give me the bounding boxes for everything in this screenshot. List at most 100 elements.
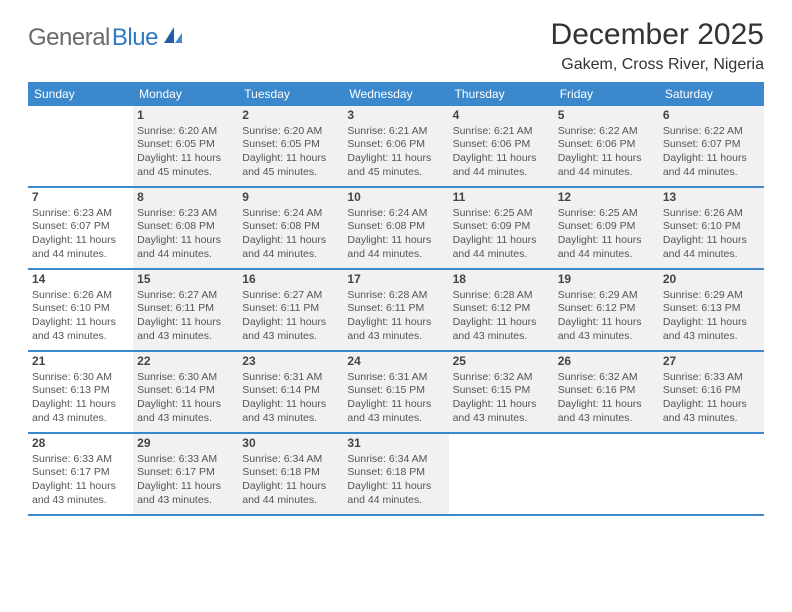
day-sunrise: Sunrise: 6:26 AM bbox=[32, 289, 129, 303]
day-sunrise: Sunrise: 6:22 AM bbox=[663, 125, 760, 139]
day-daylight2: and 43 minutes. bbox=[137, 412, 234, 426]
day-daylight2: and 44 minutes. bbox=[242, 494, 339, 508]
day-sunset: Sunset: 6:15 PM bbox=[453, 384, 550, 398]
day-number: 21 bbox=[32, 354, 129, 370]
day-number: 17 bbox=[347, 272, 444, 288]
day-cell: 2Sunrise: 6:20 AMSunset: 6:05 PMDaylight… bbox=[238, 106, 343, 186]
day-sunset: Sunset: 6:17 PM bbox=[32, 466, 129, 480]
weekday-header: Monday bbox=[133, 82, 238, 106]
day-number: 28 bbox=[32, 436, 129, 452]
day-number: 7 bbox=[32, 190, 129, 206]
day-cell: 15Sunrise: 6:27 AMSunset: 6:11 PMDayligh… bbox=[133, 270, 238, 350]
day-sunrise: Sunrise: 6:32 AM bbox=[453, 371, 550, 385]
day-number: 16 bbox=[242, 272, 339, 288]
day-daylight1: Daylight: 11 hours bbox=[663, 152, 760, 166]
day-daylight1: Daylight: 11 hours bbox=[137, 152, 234, 166]
day-number: 2 bbox=[242, 108, 339, 124]
day-cell: 20Sunrise: 6:29 AMSunset: 6:13 PMDayligh… bbox=[659, 270, 764, 350]
week-row: 7Sunrise: 6:23 AMSunset: 6:07 PMDaylight… bbox=[28, 188, 764, 270]
day-sunrise: Sunrise: 6:34 AM bbox=[242, 453, 339, 467]
day-cell: 3Sunrise: 6:21 AMSunset: 6:06 PMDaylight… bbox=[343, 106, 448, 186]
sail-icon bbox=[162, 25, 184, 52]
day-number: 18 bbox=[453, 272, 550, 288]
day-cell: 16Sunrise: 6:27 AMSunset: 6:11 PMDayligh… bbox=[238, 270, 343, 350]
day-cell bbox=[554, 434, 659, 514]
day-sunrise: Sunrise: 6:33 AM bbox=[137, 453, 234, 467]
day-daylight1: Daylight: 11 hours bbox=[453, 316, 550, 330]
day-daylight2: and 44 minutes. bbox=[453, 166, 550, 180]
day-daylight1: Daylight: 11 hours bbox=[242, 316, 339, 330]
day-daylight1: Daylight: 11 hours bbox=[242, 398, 339, 412]
day-sunset: Sunset: 6:16 PM bbox=[663, 384, 760, 398]
day-cell: 4Sunrise: 6:21 AMSunset: 6:06 PMDaylight… bbox=[449, 106, 554, 186]
day-daylight2: and 44 minutes. bbox=[347, 494, 444, 508]
day-sunset: Sunset: 6:12 PM bbox=[453, 302, 550, 316]
day-daylight2: and 44 minutes. bbox=[242, 248, 339, 262]
day-number: 10 bbox=[347, 190, 444, 206]
day-sunset: Sunset: 6:05 PM bbox=[137, 138, 234, 152]
day-number: 6 bbox=[663, 108, 760, 124]
day-daylight1: Daylight: 11 hours bbox=[453, 152, 550, 166]
day-daylight1: Daylight: 11 hours bbox=[663, 316, 760, 330]
day-sunset: Sunset: 6:06 PM bbox=[453, 138, 550, 152]
weekday-header: Sunday bbox=[28, 82, 133, 106]
location: Gakem, Cross River, Nigeria bbox=[551, 56, 764, 74]
day-daylight1: Daylight: 11 hours bbox=[558, 398, 655, 412]
day-sunrise: Sunrise: 6:26 AM bbox=[663, 207, 760, 221]
day-daylight2: and 44 minutes. bbox=[663, 248, 760, 262]
day-daylight1: Daylight: 11 hours bbox=[558, 152, 655, 166]
day-cell: 19Sunrise: 6:29 AMSunset: 6:12 PMDayligh… bbox=[554, 270, 659, 350]
week-row: 14Sunrise: 6:26 AMSunset: 6:10 PMDayligh… bbox=[28, 270, 764, 352]
day-cell: 17Sunrise: 6:28 AMSunset: 6:11 PMDayligh… bbox=[343, 270, 448, 350]
day-daylight1: Daylight: 11 hours bbox=[558, 234, 655, 248]
logo-text-blue: Blue bbox=[112, 24, 158, 52]
day-sunrise: Sunrise: 6:34 AM bbox=[347, 453, 444, 467]
weekday-header: Wednesday bbox=[343, 82, 448, 106]
month-title: December 2025 bbox=[551, 18, 764, 52]
weekday-header: Saturday bbox=[659, 82, 764, 106]
day-daylight2: and 44 minutes. bbox=[453, 248, 550, 262]
day-daylight2: and 44 minutes. bbox=[32, 248, 129, 262]
day-cell: 11Sunrise: 6:25 AMSunset: 6:09 PMDayligh… bbox=[449, 188, 554, 268]
day-daylight1: Daylight: 11 hours bbox=[32, 480, 129, 494]
day-daylight1: Daylight: 11 hours bbox=[558, 316, 655, 330]
day-sunset: Sunset: 6:14 PM bbox=[242, 384, 339, 398]
day-daylight1: Daylight: 11 hours bbox=[453, 234, 550, 248]
day-number: 26 bbox=[558, 354, 655, 370]
day-number: 24 bbox=[347, 354, 444, 370]
day-sunset: Sunset: 6:17 PM bbox=[137, 466, 234, 480]
day-daylight2: and 43 minutes. bbox=[453, 330, 550, 344]
day-sunrise: Sunrise: 6:33 AM bbox=[32, 453, 129, 467]
day-sunset: Sunset: 6:05 PM bbox=[242, 138, 339, 152]
day-cell: 8Sunrise: 6:23 AMSunset: 6:08 PMDaylight… bbox=[133, 188, 238, 268]
day-number: 13 bbox=[663, 190, 760, 206]
day-cell: 26Sunrise: 6:32 AMSunset: 6:16 PMDayligh… bbox=[554, 352, 659, 432]
day-sunset: Sunset: 6:16 PM bbox=[558, 384, 655, 398]
day-sunrise: Sunrise: 6:25 AM bbox=[558, 207, 655, 221]
day-sunrise: Sunrise: 6:24 AM bbox=[347, 207, 444, 221]
day-sunset: Sunset: 6:06 PM bbox=[347, 138, 444, 152]
day-daylight2: and 44 minutes. bbox=[558, 166, 655, 180]
day-daylight2: and 43 minutes. bbox=[558, 412, 655, 426]
day-number: 4 bbox=[453, 108, 550, 124]
day-daylight1: Daylight: 11 hours bbox=[137, 480, 234, 494]
day-cell: 9Sunrise: 6:24 AMSunset: 6:08 PMDaylight… bbox=[238, 188, 343, 268]
day-number: 12 bbox=[558, 190, 655, 206]
day-cell: 21Sunrise: 6:30 AMSunset: 6:13 PMDayligh… bbox=[28, 352, 133, 432]
day-daylight2: and 43 minutes. bbox=[453, 412, 550, 426]
day-daylight1: Daylight: 11 hours bbox=[347, 152, 444, 166]
day-sunrise: Sunrise: 6:31 AM bbox=[347, 371, 444, 385]
day-daylight1: Daylight: 11 hours bbox=[242, 480, 339, 494]
day-number: 30 bbox=[242, 436, 339, 452]
day-sunset: Sunset: 6:08 PM bbox=[347, 220, 444, 234]
day-daylight2: and 45 minutes. bbox=[347, 166, 444, 180]
day-number: 9 bbox=[242, 190, 339, 206]
weekday-header-row: Sunday Monday Tuesday Wednesday Thursday… bbox=[28, 82, 764, 106]
day-cell: 29Sunrise: 6:33 AMSunset: 6:17 PMDayligh… bbox=[133, 434, 238, 514]
day-daylight2: and 44 minutes. bbox=[347, 248, 444, 262]
day-sunrise: Sunrise: 6:31 AM bbox=[242, 371, 339, 385]
day-number: 25 bbox=[453, 354, 550, 370]
weekday-header: Friday bbox=[554, 82, 659, 106]
day-daylight1: Daylight: 11 hours bbox=[663, 398, 760, 412]
day-sunset: Sunset: 6:10 PM bbox=[32, 302, 129, 316]
